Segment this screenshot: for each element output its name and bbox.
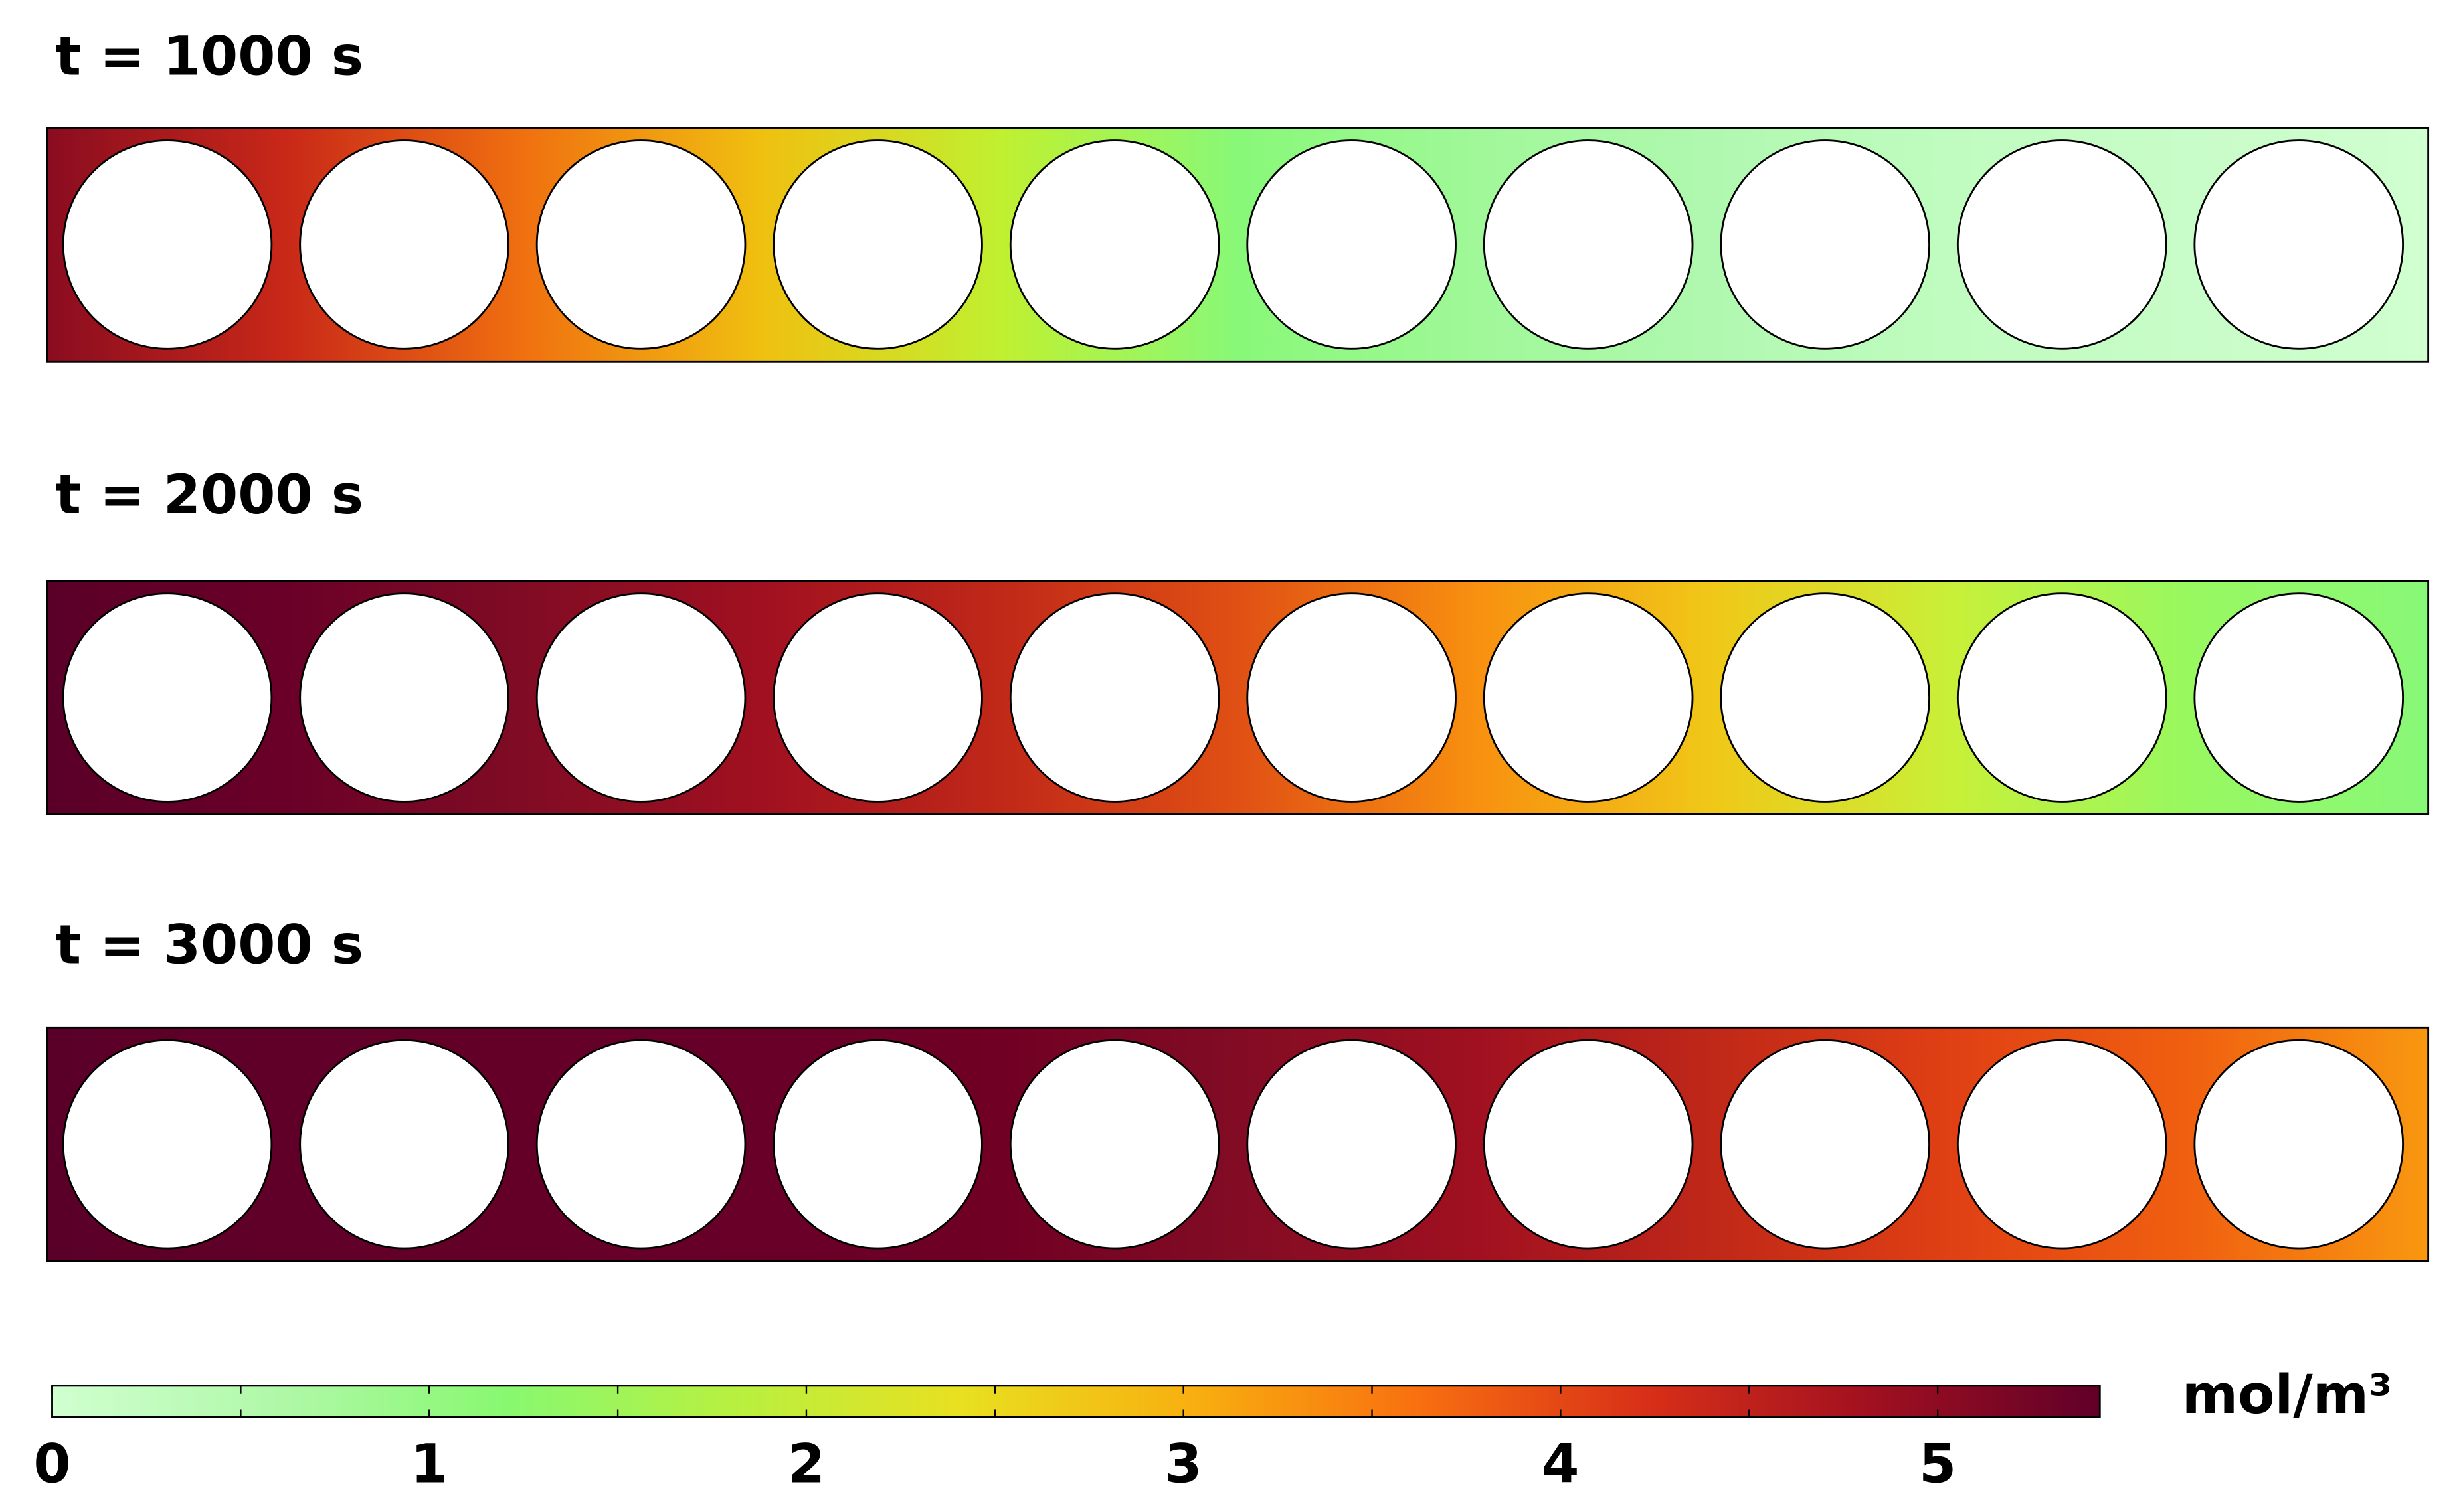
particle [1246,592,1457,803]
particle [2193,139,2405,350]
particle [1956,592,2167,803]
colorbar-tick-label: 3 [1165,1433,1202,1495]
particle [2193,592,2405,803]
particle [1956,1039,2167,1250]
particle [1009,592,1220,803]
particle [1720,592,1930,803]
particle [1009,1039,1220,1250]
particle [1956,139,2167,350]
particle [62,592,273,803]
particle [62,139,273,350]
particle [299,592,509,803]
particle [1246,139,1457,350]
particle [1720,1039,1930,1250]
particle [773,592,983,803]
particle [1483,1039,1694,1250]
particle [2193,1039,2405,1250]
colorbar-tick-label: 1 [410,1433,448,1495]
particle [1009,139,1220,350]
particle [299,1039,509,1250]
panel-title: t = 1000 s [55,25,363,88]
colorbar-unit: mol/m³ [2182,1364,2392,1426]
particle [773,139,983,350]
colorbar-tick-label: 4 [1542,1433,1579,1495]
particle [535,1039,747,1250]
colorbar-tick-label: 5 [1919,1433,1956,1495]
colorbar-tick-label: 0 [33,1433,70,1495]
particle [1483,139,1694,350]
particle [1483,592,1694,803]
particle [62,1039,273,1250]
panel-title: t = 3000 s [55,914,363,976]
colorbar-tick-label: 2 [788,1433,825,1495]
colorbar [51,1385,2101,1418]
panel-title: t = 2000 s [55,464,363,527]
particle [1246,1039,1457,1250]
particle [773,1039,983,1250]
particle [299,139,509,350]
particle [535,592,747,803]
particle [1720,139,1930,350]
particle [535,139,747,350]
